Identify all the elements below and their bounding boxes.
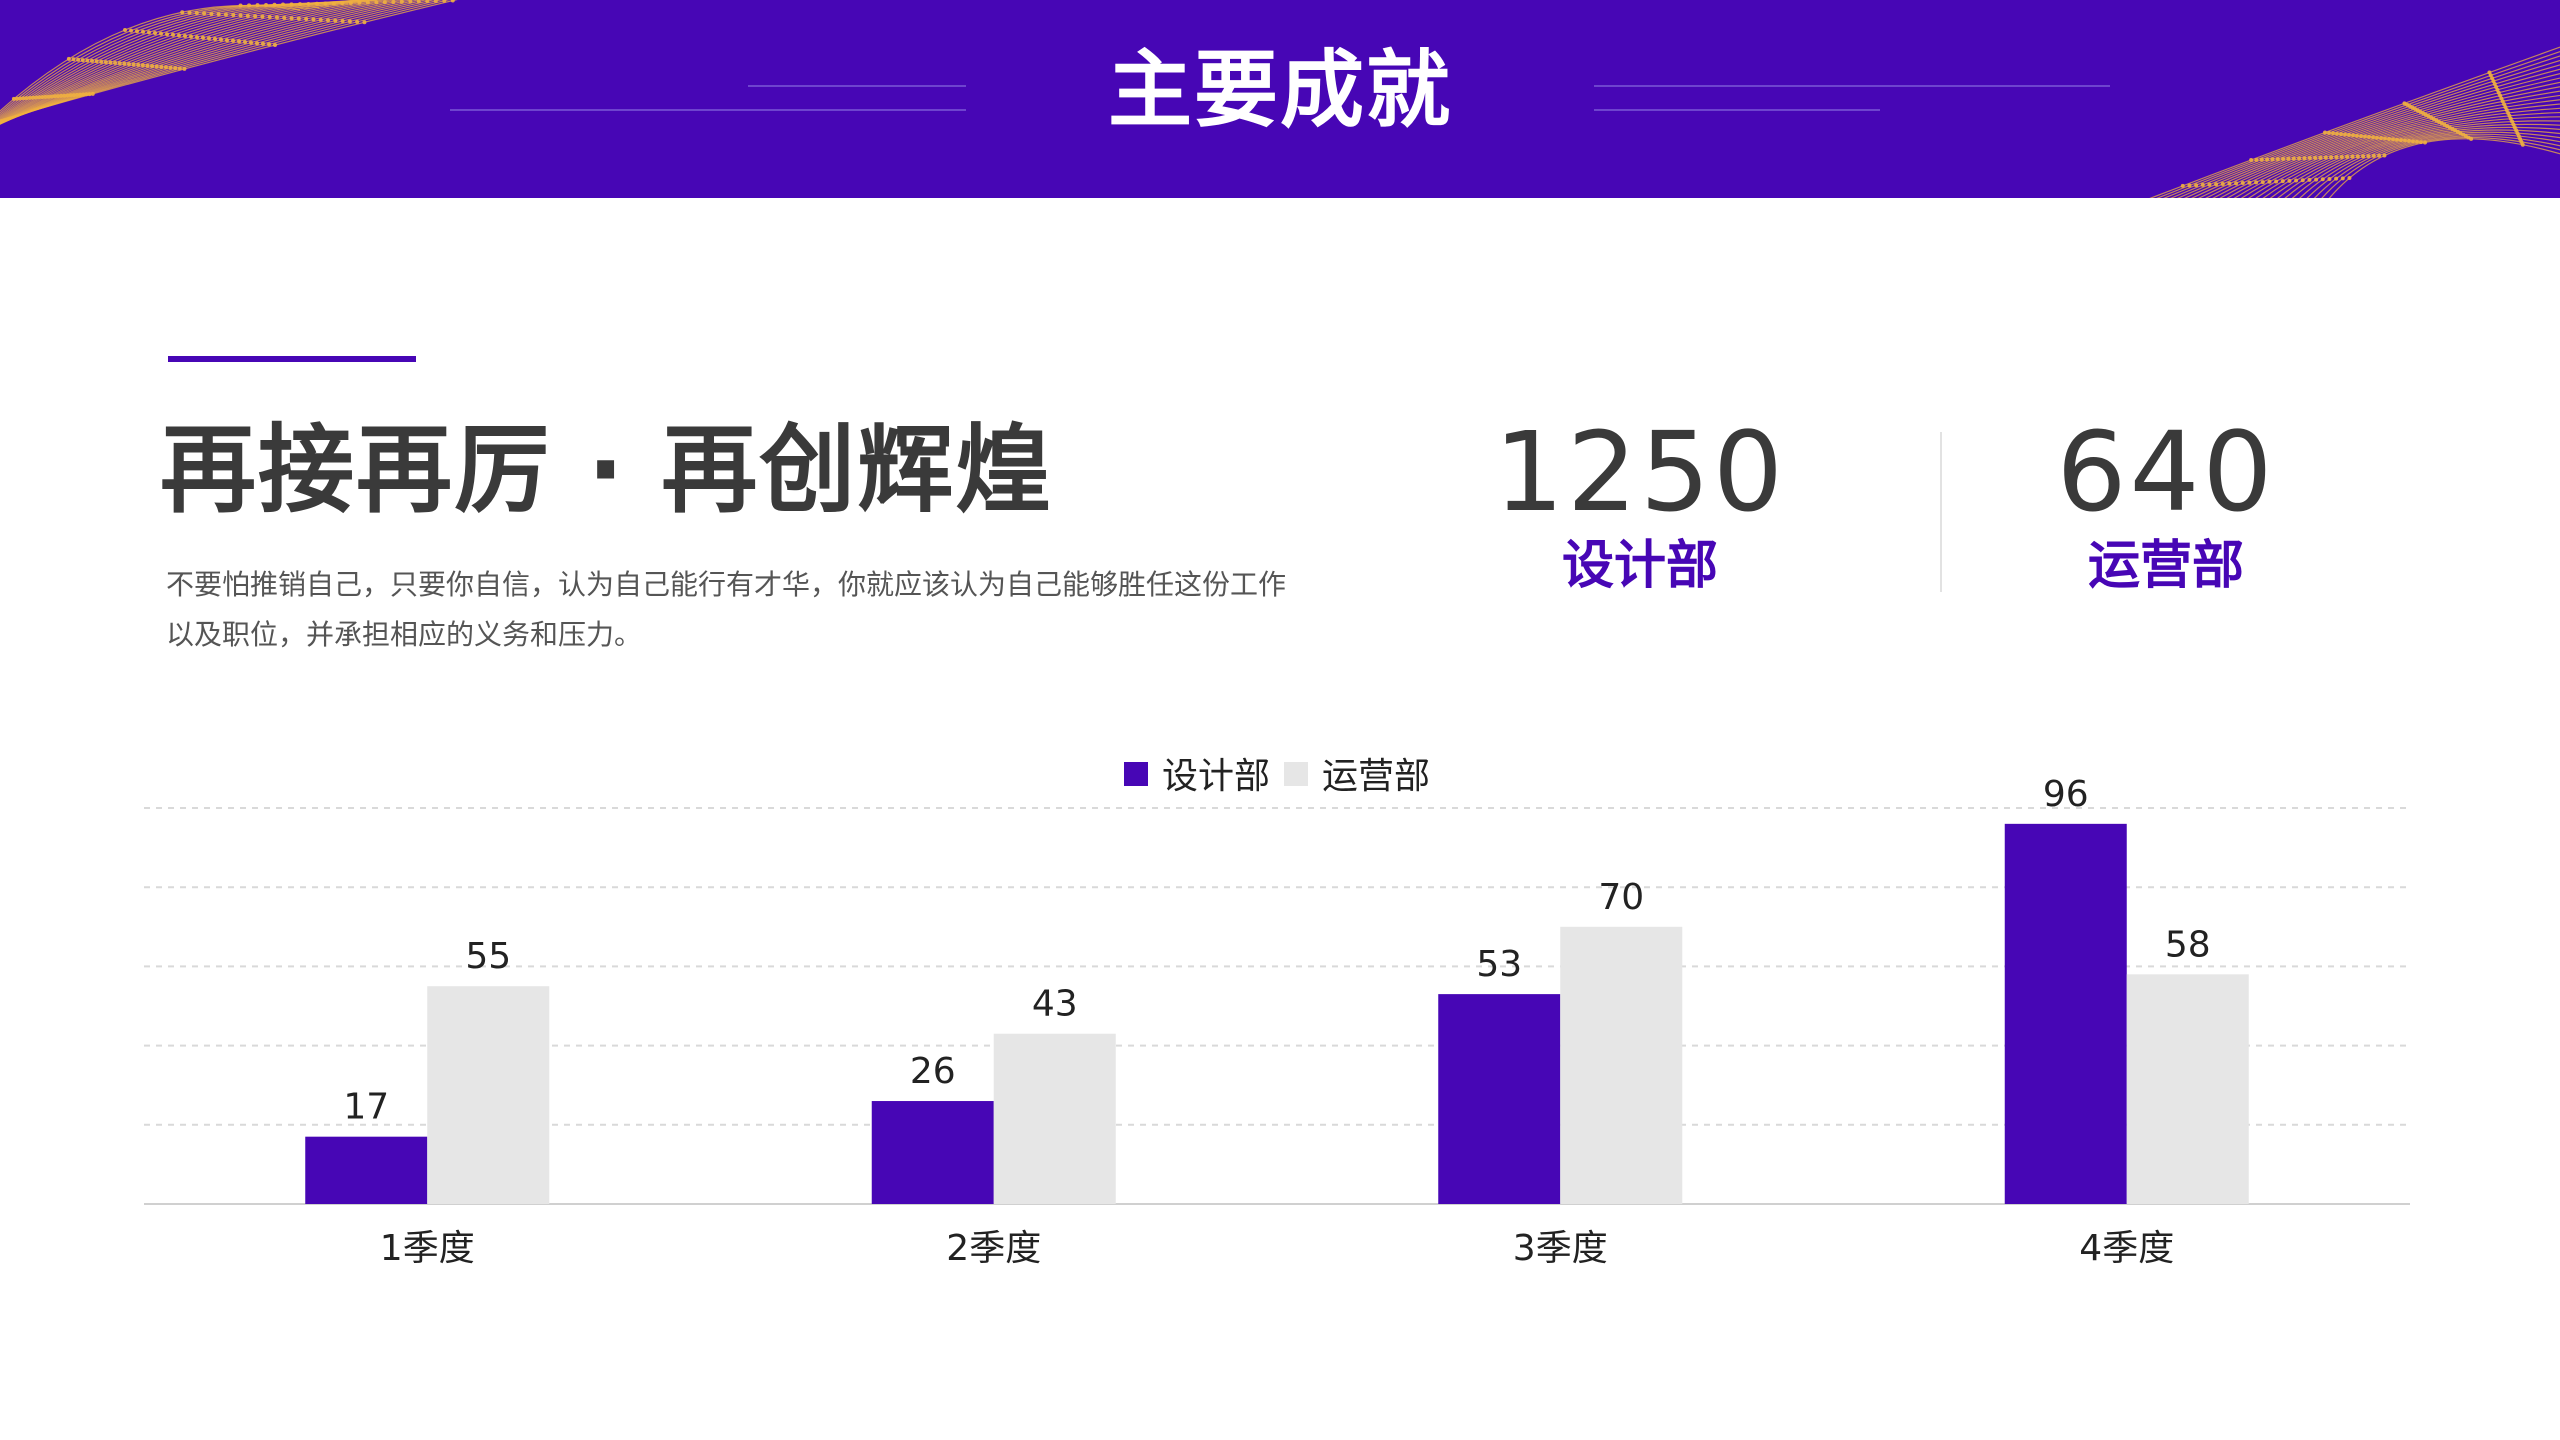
data-label: 55 [465, 936, 511, 977]
stat-operations: 640 运营部 [1966, 412, 2366, 596]
page-title: 主要成就 [1107, 41, 1452, 139]
data-label: 17 [343, 1087, 389, 1128]
description-text: 不要怕推销自己，只要你自信，认为自己能行有才华，你就应该认为自己能够胜任这份工作… [166, 568, 1287, 651]
bar [871, 1101, 994, 1204]
header-banner: 主要成就 [0, 0, 2560, 198]
stat-label: 运营部 [2087, 536, 2244, 596]
legend-label: 设计部 [1162, 756, 1270, 797]
legend-swatch [1284, 762, 1308, 786]
bar [2126, 974, 2249, 1204]
legend-swatch [1124, 762, 1148, 786]
accent-bar [168, 356, 416, 362]
bar [993, 1033, 1116, 1204]
bar [305, 1136, 428, 1204]
data-label: 43 [1032, 984, 1078, 1025]
decorative-wave-lines [0, 0, 2560, 198]
category-label: 2季度 [946, 1228, 1041, 1269]
data-label: 58 [2165, 924, 2211, 965]
legend-label: 运营部 [1322, 756, 1430, 797]
category-label: 3季度 [1513, 1228, 1608, 1269]
bar [1438, 994, 1561, 1204]
stat-divider [1940, 432, 1942, 592]
data-label: 70 [1598, 877, 1644, 918]
stat-value: 1250 [1494, 408, 1786, 536]
category-label: 4季度 [2079, 1228, 2174, 1269]
stat-design: 1250 设计部 [1440, 412, 1840, 596]
category-label: 1季度 [380, 1228, 475, 1269]
stat-value: 640 [2056, 408, 2276, 536]
data-label: 96 [2043, 774, 2089, 815]
data-label: 53 [1476, 944, 1522, 985]
stat-label: 设计部 [1561, 536, 1718, 596]
bar-chart: 17 55 1季度 26 43 2季度 53 70 3季度 96 58 4季度 设计部 运营部 [144, 756, 2410, 1269]
bar [1560, 926, 1683, 1204]
bar [427, 986, 550, 1204]
data-label: 26 [910, 1051, 956, 1092]
headline: 再接再厉 · 再创辉煌 [160, 414, 1054, 526]
bar [2004, 823, 2127, 1204]
